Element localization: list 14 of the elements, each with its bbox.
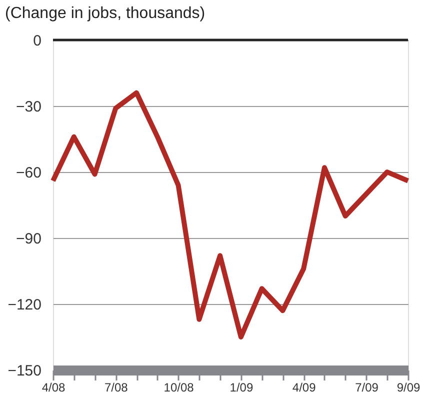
y-tick-label: 0 xyxy=(33,32,42,50)
y-tick-label: −30 xyxy=(16,98,42,116)
x-tick-label: 1/09 xyxy=(230,380,254,394)
x-tick-label: 10/08 xyxy=(164,380,194,394)
x-tick-label: 7/08 xyxy=(104,380,128,394)
x-tick-label: 4/08 xyxy=(42,380,66,394)
y-tick-label: −120 xyxy=(8,296,42,314)
y-tick-label: −150 xyxy=(8,362,42,380)
x-tick-label: 9/09 xyxy=(396,380,420,394)
y-tick-label: −90 xyxy=(16,230,42,248)
y-tick-label: −60 xyxy=(16,164,42,182)
x-tick-label: 7/09 xyxy=(355,380,379,394)
x-tick-label: 4/09 xyxy=(292,380,316,394)
chart-title: (Change in jobs, thousands) xyxy=(5,5,206,22)
